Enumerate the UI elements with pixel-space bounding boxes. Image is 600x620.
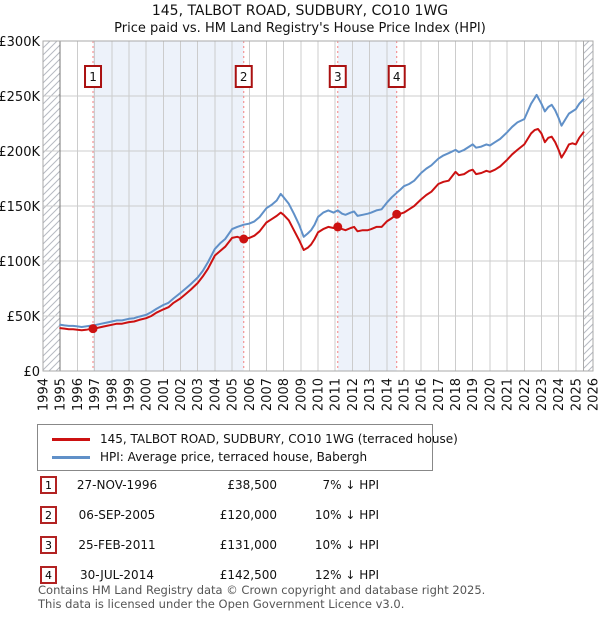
svg-text:1995: 1995 — [54, 378, 69, 411]
sale-price: £131,000 — [219, 538, 277, 552]
sale-number-badge: 1 — [40, 476, 57, 494]
svg-text:2012: 2012 — [346, 378, 361, 411]
svg-text:2013: 2013 — [363, 378, 378, 411]
chart-subtitle: Price paid vs. HM Land Registry's House … — [114, 21, 486, 36]
y-axis-labels: £0 £50K £100K £150K £200K £250K £300K — [0, 35, 40, 380]
legend-row: 145, TALBOT ROAD, SUDBURY, CO10 1WG (ter… — [46, 430, 458, 448]
legend-label: 145, TALBOT ROAD, SUDBURY, CO10 1WG (ter… — [100, 432, 458, 446]
svg-text:2019: 2019 — [466, 378, 481, 411]
svg-text:£50K: £50K — [7, 310, 41, 325]
sale-hpi-difference: 10% ↓ HPI — [314, 538, 379, 552]
svg-text:2011: 2011 — [329, 378, 344, 411]
svg-text:1997: 1997 — [88, 378, 103, 411]
svg-text:2025: 2025 — [569, 378, 584, 411]
sales-table: 1 27-NOV-1996 £38,500 7% ↓ HPI 2 06-SEP-2005 £… — [40, 470, 380, 590]
svg-text:1999: 1999 — [122, 378, 137, 411]
footer: Contains HM Land Registry data © Crown c… — [38, 583, 486, 612]
svg-text:2017: 2017 — [432, 378, 447, 411]
sale-number-badge: 3 — [40, 536, 57, 554]
sale-hpi-difference: 10% ↓ HPI — [314, 508, 379, 522]
sale-number-badge: 4 — [40, 566, 57, 584]
svg-text:2008: 2008 — [277, 378, 292, 411]
sale-number-boxes: 1 2 3 4 — [84, 65, 406, 88]
svg-text:2006: 2006 — [243, 378, 258, 411]
svg-text:1994: 1994 — [37, 378, 52, 411]
x-axis-labels: 1994 1995 1996 1997 1998 1999 2000 2001 2002 2003… — [37, 378, 600, 411]
legend-line-swatch — [52, 455, 90, 459]
hpi-line — [59, 93, 585, 328]
sale-hpi-difference: 7% ↓ HPI — [322, 478, 379, 492]
svg-text:2007: 2007 — [260, 378, 275, 411]
svg-text:£300K: £300K — [0, 35, 40, 50]
svg-text:2020: 2020 — [483, 378, 498, 411]
svg-text:1: 1 — [89, 70, 97, 84]
svg-text:2021: 2021 — [501, 378, 516, 411]
svg-text:2023: 2023 — [535, 378, 550, 411]
svg-text:4: 4 — [393, 70, 401, 84]
sale-row: 2 06-SEP-2005 £120,000 10% ↓ HPI — [40, 500, 380, 530]
sale-price: £38,500 — [227, 478, 277, 492]
svg-text:£100K: £100K — [0, 255, 40, 270]
sale-date-lines — [92, 41, 398, 371]
legend: 145, TALBOT ROAD, SUDBURY, CO10 1WG (ter… — [37, 424, 458, 471]
sale-date: 30-JUL-2014 — [80, 568, 154, 582]
svg-text:2002: 2002 — [174, 378, 189, 411]
svg-text:£200K: £200K — [0, 145, 40, 160]
svg-text:2016: 2016 — [415, 378, 430, 411]
sale-price: £120,000 — [219, 508, 277, 522]
legend-row: HPI: Average price, terraced house, Babe… — [46, 448, 424, 466]
legend-label: HPI: Average price, terraced house, Babe… — [100, 450, 368, 464]
sale-point-markers — [88, 209, 402, 334]
svg-text:3: 3 — [334, 70, 342, 84]
legend-line-swatch — [52, 437, 90, 441]
sale-number-badge: 2 — [40, 506, 57, 524]
sale-date: 06-SEP-2005 — [78, 508, 156, 522]
svg-text:2009: 2009 — [294, 378, 309, 411]
chart-title: 145, TALBOT ROAD, SUDBURY, CO10 1WG — [151, 3, 449, 19]
svg-text:2005: 2005 — [226, 378, 241, 411]
svg-text:2003: 2003 — [191, 378, 206, 411]
sale-hpi-difference: 12% ↓ HPI — [314, 568, 379, 582]
svg-text:2018: 2018 — [449, 378, 464, 411]
sale-row: 1 27-NOV-1996 £38,500 7% ↓ HPI — [40, 470, 380, 500]
svg-text:1996: 1996 — [71, 378, 86, 411]
svg-text:£150K: £150K — [0, 200, 40, 215]
sale-row: 4 30-JUL-2014 £142,500 12% ↓ HPI — [40, 560, 380, 590]
svg-text:£250K: £250K — [0, 90, 40, 105]
sale-price: £142,500 — [219, 568, 277, 582]
svg-text:2: 2 — [240, 70, 248, 84]
svg-text:2001: 2001 — [157, 378, 172, 411]
svg-text:2024: 2024 — [552, 378, 567, 411]
svg-text:2022: 2022 — [518, 378, 533, 411]
sale-date: 27-NOV-1996 — [76, 478, 158, 492]
svg-text:£0: £0 — [23, 365, 40, 380]
svg-text:2000: 2000 — [140, 378, 155, 411]
sale-row: 3 25-FEB-2011 £131,000 10% ↓ HPI — [40, 530, 380, 560]
svg-text:1998: 1998 — [105, 378, 120, 411]
plot-border — [42, 40, 594, 372]
footer-line-1: Contains HM Land Registry data © Crown c… — [38, 583, 486, 597]
footer-line-2: This data is licensed under the Open Gov… — [38, 596, 405, 611]
svg-text:2015: 2015 — [397, 378, 412, 411]
svg-text:2010: 2010 — [312, 378, 327, 411]
sale-date: 25-FEB-2011 — [78, 538, 156, 552]
svg-text:2026: 2026 — [587, 378, 600, 411]
svg-text:2014: 2014 — [380, 378, 395, 411]
svg-text:2004: 2004 — [208, 378, 223, 411]
